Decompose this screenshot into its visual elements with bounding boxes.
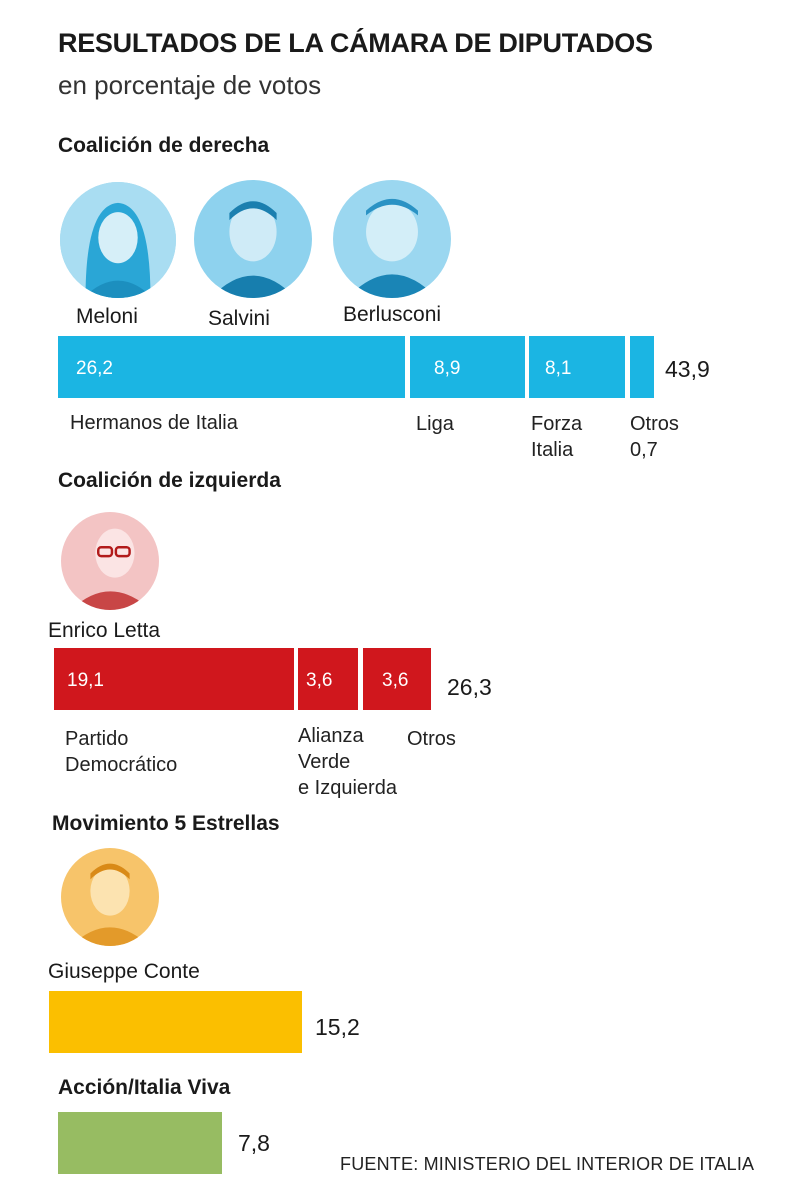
portrait-conte-icon — [61, 848, 159, 946]
source-note: FUENTE: MINISTERIO DEL INTERIOR DE ITALI… — [340, 1154, 755, 1174]
chart-subtitle: en porcentaje de votos — [58, 70, 322, 100]
bar-value-label: 3,6 — [382, 670, 409, 691]
bar-segment-hermanos-de-italia: 26,2 — [58, 336, 405, 398]
section-title-izquierda: Coalición de izquierda — [58, 469, 281, 492]
avatar-conte — [61, 848, 159, 946]
party-label-otros-izquierda: Otros — [407, 728, 456, 750]
leader-name-letta: Enrico Letta — [48, 619, 161, 642]
bar-value-label: 8,1 — [545, 358, 572, 379]
party-label-hermanos-de-italia: Hermanos de Italia — [70, 412, 238, 434]
party-label-partido-democratico: Partido Democrático — [65, 728, 178, 776]
leader-name-salvini: Salvini — [208, 307, 270, 330]
section-title-derecha: Coalición de derecha — [58, 134, 270, 157]
portrait-salvini-icon — [194, 180, 312, 298]
bar-segment-otros-izquierda: 3,6 — [363, 648, 431, 710]
bar-segment-otros-derecha — [630, 336, 654, 398]
portrait-letta-icon — [61, 512, 159, 610]
bar-segment-m5s — [49, 991, 302, 1053]
leader-name-meloni: Meloni — [76, 305, 138, 328]
section-title-m5s: Movimiento 5 Estrellas — [52, 812, 280, 835]
bar-segment-partido-democratico: 19,1 — [54, 648, 294, 710]
total-m5s: 15,2 — [315, 1014, 360, 1040]
bar-value-label: 3,6 — [306, 670, 333, 691]
party-label-liga: Liga — [416, 413, 454, 435]
bar-segment-liga: 8,9 — [410, 336, 525, 398]
avatar-letta — [61, 512, 159, 610]
party-label-otros-derecha: Otros 0,7 — [630, 413, 679, 461]
portrait-meloni-icon — [60, 182, 176, 298]
total-derecha: 43,9 — [665, 356, 710, 382]
avatar-meloni — [60, 182, 176, 298]
bar-value-label: 8,9 — [434, 358, 461, 379]
party-label-alianza-verde: Alianza Verde e Izquierda — [298, 725, 397, 799]
section-title-accion: Acción/Italia Viva — [58, 1076, 231, 1099]
portrait-berlusconi-icon — [333, 180, 451, 298]
bar-segment-accion — [58, 1112, 222, 1174]
party-label-forza-italia: Forza Italia — [531, 413, 583, 461]
total-izquierda: 26,3 — [447, 674, 492, 700]
leader-name-conte: Giuseppe Conte — [48, 960, 200, 983]
bar-segment-forza-italia: 8,1 — [529, 336, 625, 398]
leader-name-berlusconi: Berlusconi — [343, 303, 442, 326]
chart-title: RESULTADOS DE LA CÁMARA DE DIPUTADOS — [58, 28, 653, 58]
bar-value-label: 19,1 — [67, 670, 104, 691]
bar-segment-alianza-verde: 3,6 — [298, 648, 358, 710]
total-accion: 7,8 — [238, 1130, 270, 1156]
avatar-salvini — [194, 180, 312, 298]
bar-value-label: 26,2 — [76, 358, 113, 379]
avatar-berlusconi — [333, 180, 451, 298]
